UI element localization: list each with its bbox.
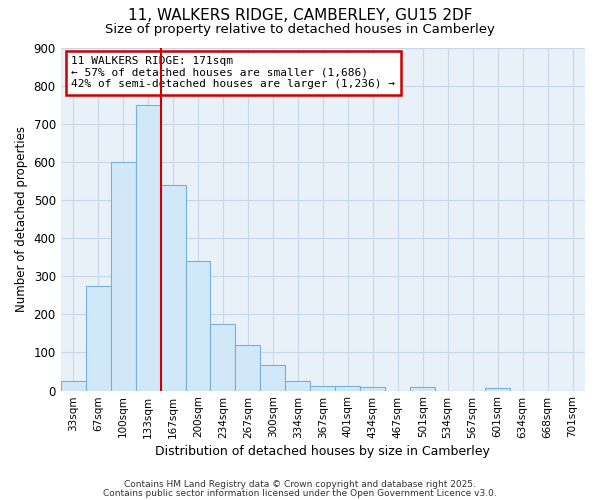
Bar — [310, 386, 335, 390]
X-axis label: Distribution of detached houses by size in Camberley: Distribution of detached houses by size … — [155, 444, 490, 458]
Bar — [335, 386, 360, 390]
Bar — [260, 364, 286, 390]
Bar — [410, 387, 435, 390]
Text: Contains HM Land Registry data © Crown copyright and database right 2025.: Contains HM Land Registry data © Crown c… — [124, 480, 476, 489]
Bar — [185, 261, 211, 390]
Bar — [61, 381, 86, 390]
Text: Contains public sector information licensed under the Open Government Licence v3: Contains public sector information licen… — [103, 489, 497, 498]
Y-axis label: Number of detached properties: Number of detached properties — [15, 126, 28, 312]
Bar — [161, 184, 185, 390]
Text: 11, WALKERS RIDGE, CAMBERLEY, GU15 2DF: 11, WALKERS RIDGE, CAMBERLEY, GU15 2DF — [128, 8, 472, 22]
Bar — [286, 381, 310, 390]
Bar — [86, 286, 110, 391]
Bar — [235, 345, 260, 391]
Bar — [211, 324, 235, 390]
Bar — [360, 387, 385, 390]
Text: Size of property relative to detached houses in Camberley: Size of property relative to detached ho… — [105, 22, 495, 36]
Bar — [485, 388, 510, 390]
Bar — [136, 104, 161, 391]
Bar — [110, 162, 136, 390]
Text: 11 WALKERS RIDGE: 171sqm
← 57% of detached houses are smaller (1,686)
42% of sem: 11 WALKERS RIDGE: 171sqm ← 57% of detach… — [71, 56, 395, 90]
